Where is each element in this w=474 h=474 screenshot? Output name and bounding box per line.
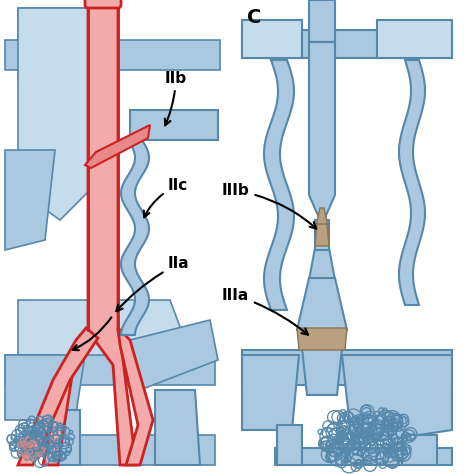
Polygon shape xyxy=(5,150,55,250)
Polygon shape xyxy=(309,42,335,220)
Polygon shape xyxy=(130,110,218,140)
Text: IIIa: IIIa xyxy=(222,288,308,335)
Polygon shape xyxy=(18,8,90,220)
Polygon shape xyxy=(309,0,335,42)
Polygon shape xyxy=(43,0,136,465)
Polygon shape xyxy=(45,410,80,465)
Polygon shape xyxy=(5,355,85,420)
Polygon shape xyxy=(377,20,452,58)
Polygon shape xyxy=(121,140,149,335)
Text: IIb: IIb xyxy=(165,71,187,125)
Polygon shape xyxy=(402,435,437,465)
Polygon shape xyxy=(264,60,294,310)
Polygon shape xyxy=(118,328,153,465)
Polygon shape xyxy=(45,435,215,465)
Polygon shape xyxy=(302,348,342,395)
Polygon shape xyxy=(275,448,452,465)
Polygon shape xyxy=(242,20,302,58)
Polygon shape xyxy=(5,40,220,70)
Polygon shape xyxy=(297,328,347,350)
Polygon shape xyxy=(242,355,299,430)
Polygon shape xyxy=(297,278,347,330)
Polygon shape xyxy=(85,125,150,168)
FancyBboxPatch shape xyxy=(85,0,121,8)
Polygon shape xyxy=(309,248,335,280)
Polygon shape xyxy=(130,320,218,390)
Polygon shape xyxy=(18,328,98,465)
Text: IIIb: IIIb xyxy=(222,183,316,228)
Polygon shape xyxy=(155,390,200,465)
Polygon shape xyxy=(18,300,185,380)
Polygon shape xyxy=(315,224,329,246)
Polygon shape xyxy=(18,8,95,80)
Polygon shape xyxy=(315,208,329,232)
Polygon shape xyxy=(277,425,302,465)
Polygon shape xyxy=(5,355,215,385)
Text: IIc: IIc xyxy=(144,177,188,218)
Text: IIa: IIa xyxy=(116,256,190,311)
Text: C: C xyxy=(247,8,261,27)
Polygon shape xyxy=(315,220,329,250)
Polygon shape xyxy=(242,350,452,385)
Polygon shape xyxy=(242,30,452,58)
Polygon shape xyxy=(399,60,425,305)
Polygon shape xyxy=(342,355,452,445)
